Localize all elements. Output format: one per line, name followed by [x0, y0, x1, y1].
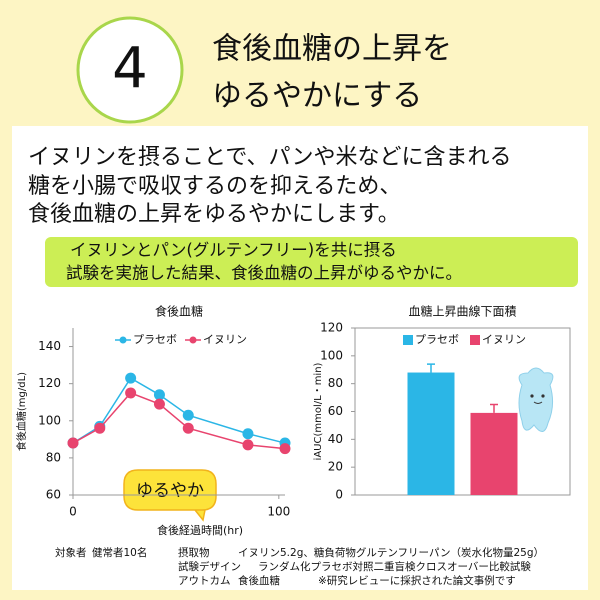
- legend-swatch: [470, 335, 480, 345]
- legend-marker: [119, 336, 127, 344]
- mascot: [518, 367, 554, 432]
- y-tick-label: 60: [328, 404, 343, 418]
- data-point: [67, 437, 79, 449]
- y-tick-label: 140: [38, 339, 61, 353]
- chart-title: 食後血糖: [155, 304, 203, 319]
- number-circle: [76, 16, 184, 124]
- title-line: ゆるやかにする: [212, 79, 422, 114]
- data-point: [94, 422, 106, 434]
- y-tick-label: 100: [38, 413, 61, 427]
- data-point: [182, 409, 194, 421]
- legend-marker: [189, 336, 197, 344]
- panel: [12, 126, 588, 590]
- mascot-eye: [530, 394, 534, 398]
- y-tick-label: 80: [328, 376, 343, 390]
- error-bar: [427, 363, 435, 373]
- data-point: [279, 443, 291, 455]
- footnote-text: イヌリン5.2g、糖負荷物グルテンフリーパン（炭水化物量25g）: [238, 546, 544, 559]
- x-axis-label: 食後経過時間(hr): [157, 523, 243, 537]
- footnote-label: 摂取物: [178, 546, 210, 559]
- mascot-mouth: [533, 401, 543, 404]
- title-line: 食後血糖の上昇を: [212, 32, 452, 67]
- y-axis-label: iAUC(mmol/L・min): [313, 362, 324, 460]
- plot-frame: [354, 327, 571, 496]
- footnote-text: 食後血糖: [238, 574, 280, 587]
- legend-swatch: [403, 335, 413, 345]
- bar: [470, 412, 518, 495]
- step-number: 4: [112, 36, 148, 101]
- data-point: [182, 422, 194, 434]
- footnote-label: 試験デザイン: [178, 560, 241, 573]
- footnote-label: 対象者: [55, 546, 87, 559]
- legend-label: プラセボ: [133, 333, 177, 346]
- badge-text: ゆるやか: [136, 481, 204, 501]
- y-tick-label: 100: [320, 348, 343, 362]
- footnote-text: ランダム化プラセボ対照二重盲検クロスオーバー比較試験: [258, 560, 531, 573]
- x-tick-label: 100: [267, 505, 290, 519]
- y-tick-label: 0: [335, 488, 343, 502]
- y-tick-label: 40: [328, 432, 343, 446]
- legend-label: プラセボ: [415, 333, 459, 346]
- data-point: [242, 439, 254, 451]
- y-tick-label: 20: [328, 460, 343, 474]
- y-tick-label: 60: [46, 488, 61, 502]
- x-tick-label: 0: [69, 505, 77, 519]
- chart-title: 血糖上昇曲線下面積: [408, 304, 516, 319]
- mascot-eye: [541, 394, 545, 398]
- data-point: [125, 372, 137, 384]
- data-point: [153, 398, 165, 410]
- callout-line: イヌリンとパン(グルテンフリー)を共に摂る: [70, 241, 397, 260]
- body-line: イヌリンを摂ることで、パンや米などに含まれる: [28, 145, 512, 170]
- y-tick-label: 80: [46, 450, 61, 464]
- body-line: 食後血糖の上昇をゆるやかにします。: [28, 202, 400, 227]
- callout-box: [45, 237, 578, 287]
- body-line: 糖を小腸で吸収するのを抑えるため、: [28, 174, 401, 199]
- footnote-label: アウトカム: [178, 575, 231, 587]
- legend-label: イヌリン: [203, 333, 247, 346]
- data-point: [242, 428, 254, 440]
- legend-label: イヌリン: [482, 333, 526, 346]
- data-point: [153, 389, 165, 401]
- error-bar: [490, 403, 498, 413]
- footnote-text: ※研究レビューに採択された論文事例です: [318, 574, 516, 587]
- y-axis-label: 食後血糖(mg/dL): [15, 372, 28, 451]
- y-tick-label: 120: [320, 321, 343, 335]
- bar: [407, 372, 455, 495]
- callout-line: 試験を実施した結果、食後血糖の上昇がゆるやかに。: [66, 264, 462, 283]
- mascot-body: [518, 367, 554, 432]
- y-tick-label: 120: [38, 376, 61, 390]
- footnote-text: 健常者10名: [92, 546, 147, 559]
- data-point: [125, 387, 137, 399]
